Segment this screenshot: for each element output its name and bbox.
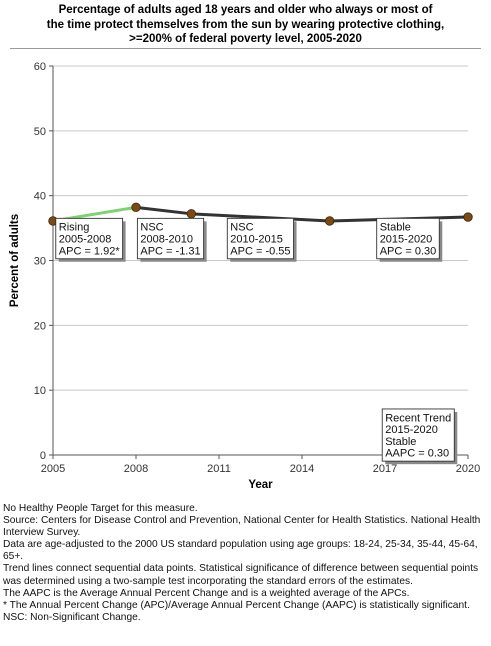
x-axis-label: Year bbox=[248, 479, 273, 491]
data-point bbox=[463, 212, 473, 222]
annotation-text: APC = 0.30 bbox=[380, 245, 437, 257]
annotation-text: Stable bbox=[380, 222, 411, 234]
annotation-text: NSC bbox=[230, 222, 253, 234]
x-tick-label: 2014 bbox=[290, 463, 314, 475]
annotation-text: 2005-2008 bbox=[59, 233, 112, 245]
data-points bbox=[48, 202, 473, 226]
y-tick-label: 0 bbox=[40, 450, 46, 462]
chart-title-line: Percentage of adults aged 18 years and o… bbox=[58, 4, 433, 16]
y-tick-label: 10 bbox=[34, 385, 46, 397]
annotation-text: 2015-2020 bbox=[380, 233, 433, 245]
annotation-text: APC = -0.55 bbox=[230, 245, 290, 257]
data-point bbox=[186, 209, 197, 219]
trend-segment bbox=[134, 205, 193, 216]
annotation-text: APC = -1.31 bbox=[140, 245, 200, 257]
line-chart: Percent of adults Year 0 10 20 30 40 50 60 2005… bbox=[9, 61, 480, 491]
annotation-frame bbox=[226, 217, 294, 260]
annotation-frame bbox=[376, 217, 440, 260]
footnote: The AAPC is the Average Annual Percent C… bbox=[3, 587, 410, 599]
axes: Percent of adults Year 0 10 20 30 40 50 60 2005… bbox=[9, 61, 480, 491]
annotation-text: APC = 1.92* bbox=[59, 245, 121, 257]
y-tick-label: 40 bbox=[34, 191, 46, 203]
footnote: Trend lines connect sequential data poin… bbox=[3, 563, 479, 587]
annotation-frame bbox=[136, 217, 205, 260]
annotation-frame bbox=[55, 217, 124, 260]
data-point bbox=[324, 216, 335, 226]
trend-segment bbox=[189, 212, 332, 223]
footnote: * The Annual Percent Change (APC)/Averag… bbox=[3, 599, 470, 611]
title-divider bbox=[10, 48, 481, 49]
annotation-text: 2008-2010 bbox=[140, 233, 193, 245]
y-tick-label: 50 bbox=[34, 126, 46, 138]
footnotes: No Healthy People Target for this measur… bbox=[3, 503, 489, 624]
y-axis-label: Percent of adults bbox=[9, 214, 21, 307]
annotation-frame bbox=[381, 408, 455, 462]
x-tick-label: 2008 bbox=[124, 463, 148, 475]
annotation-text: NSC bbox=[140, 222, 163, 234]
x-tick-label: 2017 bbox=[373, 463, 397, 475]
footnote: Source: Centers for Disease Control and … bbox=[3, 515, 481, 539]
y-tick-label: 30 bbox=[34, 256, 46, 268]
footnote: Data are age-adjusted to the 2000 US sta… bbox=[3, 539, 478, 563]
data-point bbox=[131, 202, 141, 213]
footnote: No Healthy People Target for this measur… bbox=[3, 503, 198, 514]
annotation-text: AAPC = 0.30 bbox=[385, 448, 449, 460]
x-tick-label: 2011 bbox=[207, 463, 231, 475]
y-tick-label: 20 bbox=[34, 320, 46, 332]
chart-title-line: >=200% of federal poverty level, 2005-20… bbox=[129, 33, 362, 45]
annotation-text: Stable bbox=[385, 436, 416, 448]
x-tick-label: 2005 bbox=[41, 463, 65, 475]
footnote: NSC: Non-Significant Change. bbox=[3, 611, 141, 623]
annotation-text: 2015-2020 bbox=[385, 424, 438, 436]
x-tick-label: 2020 bbox=[456, 463, 480, 475]
chart-title-line: the time protect themselves from the sun… bbox=[46, 18, 445, 31]
annotation-text: Rising bbox=[59, 222, 90, 234]
chart-title: Percentage of adults aged 18 years and o… bbox=[10, 3, 481, 47]
annotation-text: 2010-2015 bbox=[230, 233, 283, 245]
grid bbox=[53, 65, 468, 391]
y-tick-label: 60 bbox=[34, 61, 46, 73]
annotation-text: Recent Trend bbox=[385, 412, 451, 424]
